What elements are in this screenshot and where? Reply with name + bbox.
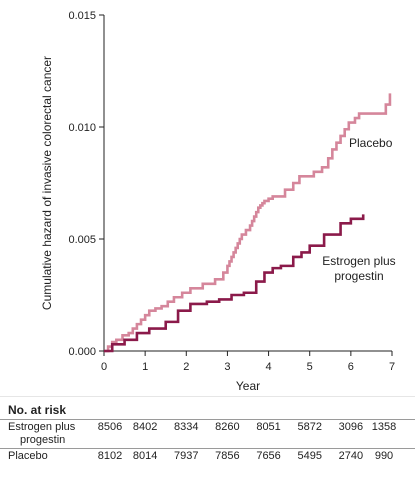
risk-row-label: progestin <box>20 434 66 446</box>
placebo-annotation: Placebo <box>349 136 393 150</box>
placebo-series-line <box>104 93 392 353</box>
cumulative-hazard-chart: 0 1 2 3 4 5 6 7 0.000 0.005 0.010 0.015 Year Cumulati… <box>40 10 396 393</box>
risk-table-heading: No. at risk <box>8 403 67 417</box>
x-tick-label: 3 <box>224 361 230 373</box>
x-tick-label: 6 <box>348 361 354 373</box>
x-tick-label: 1 <box>142 361 148 373</box>
y-axis-title: Cumulative hazard of invasive colorectal… <box>40 56 54 310</box>
risk-row-label: Estrogen plus <box>8 421 76 433</box>
risk-table: No. at risk Estrogen plus progestin 8506 84… <box>0 396 415 470</box>
risk-value-cell: 8102 <box>97 450 123 462</box>
risk-table-row: Placebo 8102 8014 7937 7856 7656 5495 2740 990 <box>0 450 415 478</box>
risk-value-cell: 7856 <box>215 450 240 462</box>
risk-value-cell: 7937 <box>174 450 199 462</box>
x-tick-label: 0 <box>101 361 107 373</box>
y-tick-label: 0.010 <box>68 122 96 134</box>
risk-row-divider <box>0 448 415 449</box>
x-tick-label: 4 <box>266 361 272 373</box>
risk-value-cell: 990 <box>374 450 394 462</box>
y-tick-label: 0.015 <box>68 10 96 22</box>
risk-value-cell: 8402 <box>132 421 158 433</box>
risk-value-cell: 8051 <box>256 421 281 433</box>
risk-value-cell: 8506 <box>97 421 123 433</box>
risk-table-row: Estrogen plus progestin 8506 8402 8334 8260 80… <box>0 421 415 449</box>
x-axis-title: Year <box>236 379 260 393</box>
risk-value-cell: 7656 <box>256 450 281 462</box>
estrogen-annotation-line2: progestin <box>334 269 383 283</box>
risk-value-cell: 5872 <box>297 421 322 433</box>
y-tick-label: 0.000 <box>68 346 96 358</box>
y-tick-label: 0.005 <box>68 234 96 246</box>
risk-row-divider <box>0 419 415 420</box>
estrogen-progestin-series-line <box>104 214 365 353</box>
risk-value-cell: 3096 <box>338 421 364 433</box>
x-tick-label: 2 <box>183 361 189 373</box>
risk-value-cell: 5495 <box>297 450 322 462</box>
risk-value-cell: 2740 <box>338 450 364 462</box>
x-tick-label: 5 <box>307 361 313 373</box>
risk-value-cell: 8334 <box>174 421 199 433</box>
risk-value-cell: 8260 <box>215 421 240 433</box>
estrogen-annotation-line1: Estrogen plus <box>322 254 395 268</box>
risk-value-cell: 8014 <box>132 450 158 462</box>
risk-value-cell: 1358 <box>371 421 397 433</box>
risk-row-label: Placebo <box>8 450 48 462</box>
x-tick-label: 7 <box>389 361 395 373</box>
